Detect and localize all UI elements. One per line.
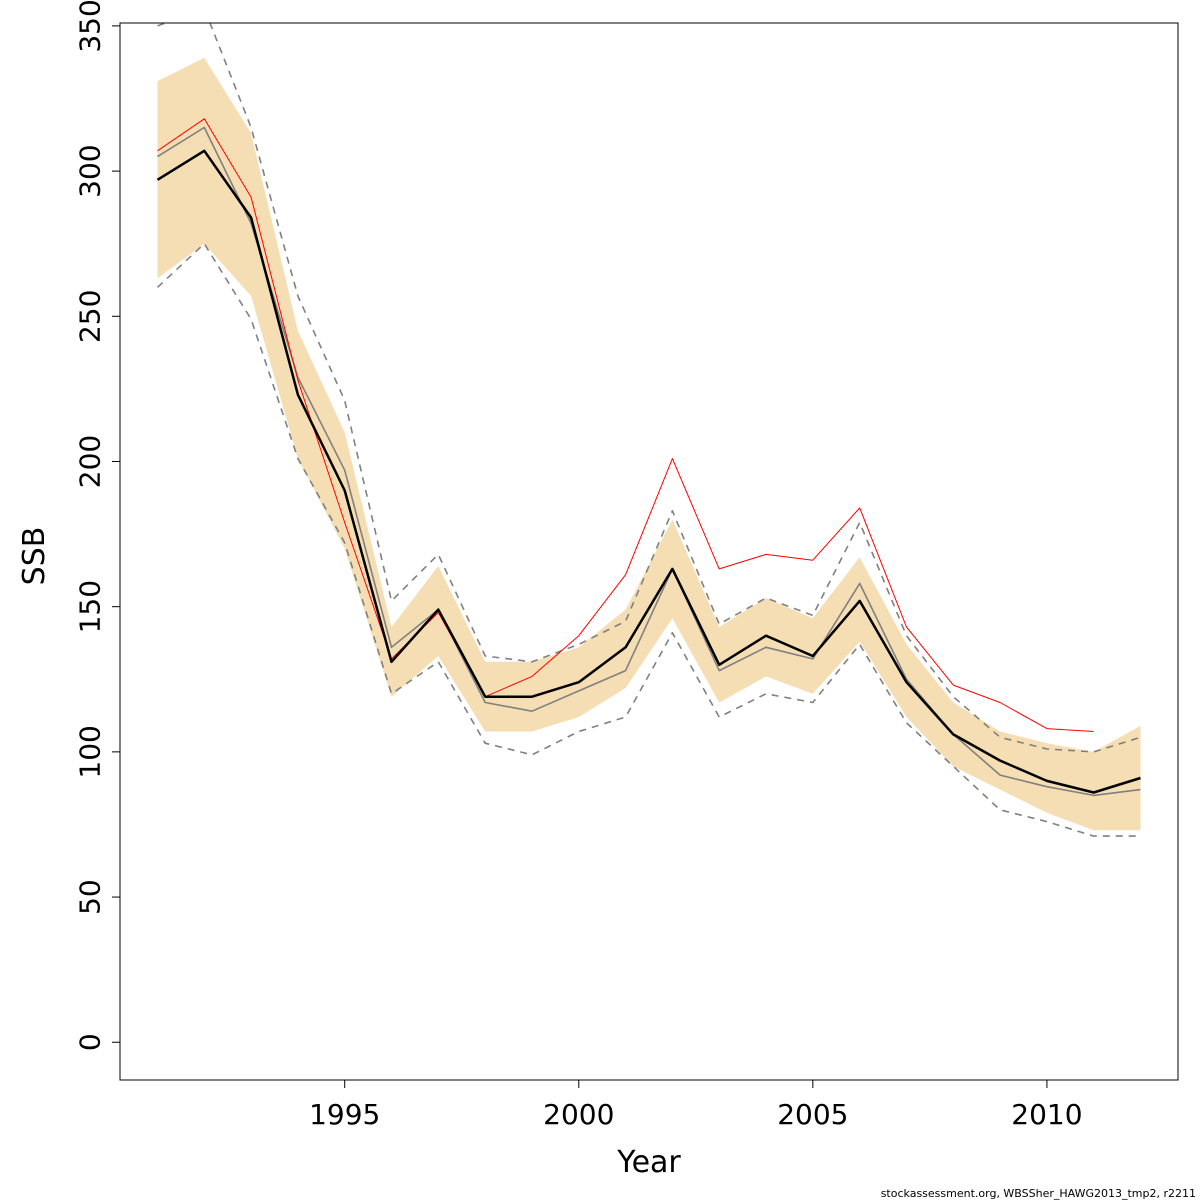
- x-tick-label: 2005: [777, 1098, 848, 1131]
- series-line-estimate: [156, 149, 1141, 794]
- x-tick-label: 1995: [309, 1098, 380, 1131]
- y-tick-label: 250: [74, 290, 107, 343]
- x-axis-title: Year: [616, 1145, 681, 1180]
- y-tick-label: 50: [74, 879, 107, 915]
- series-line-lower-bound: [156, 242, 1141, 837]
- series-line-upper-bound: [157, 23, 1141, 753]
- y-tick-label: 150: [74, 580, 107, 633]
- y-tick-label: 100: [74, 725, 107, 778]
- y-tick-label: 350: [74, 0, 107, 53]
- series-line-alt-run: [157, 126, 1141, 797]
- x-axis: 1995 2000 2005 2010: [309, 1079, 1083, 1131]
- plot-area: [156, 23, 1141, 837]
- plot-frame: [119, 22, 1179, 1081]
- y-tick-label: 200: [74, 435, 107, 488]
- y-tick-label: 300: [74, 144, 107, 197]
- y-tick-label: 0: [74, 1033, 107, 1051]
- x-tick-label: 2010: [1011, 1098, 1082, 1131]
- y-axis-title: SSB: [17, 527, 52, 586]
- x-tick-label: 2000: [543, 1098, 614, 1131]
- footer-note: stockassessment.org, WBSSher_HAWG2013_tm…: [881, 1187, 1196, 1200]
- confidence-band: [157, 57, 1141, 831]
- y-axis: 0 50 100 150 200 250 300 350: [74, 0, 121, 1051]
